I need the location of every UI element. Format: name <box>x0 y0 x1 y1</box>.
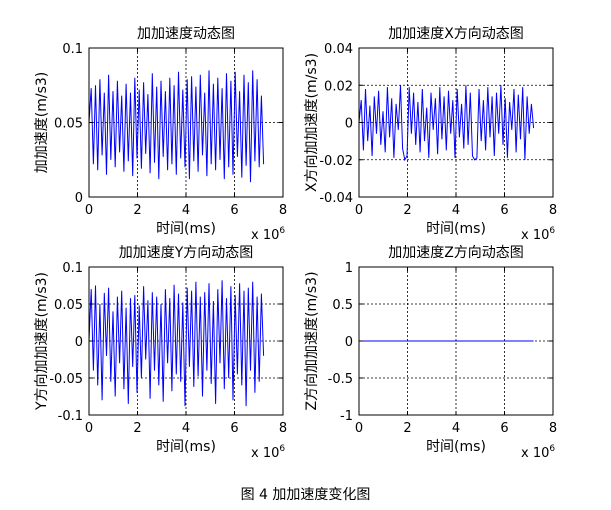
x-tick-label: 4 <box>182 203 190 218</box>
series-line-1 <box>88 280 265 407</box>
y-tick-label: 0 <box>75 335 83 350</box>
x-tick-label: 6 <box>500 421 508 436</box>
y-tick-label: 0 <box>345 117 353 132</box>
y-tick-label: -0.1 <box>58 409 83 424</box>
x-tick-label: 0 <box>355 203 363 218</box>
x-tick-label: 8 <box>549 421 557 436</box>
y-tick-label: -0.04 <box>319 191 353 206</box>
x-tick-label: 4 <box>452 203 460 218</box>
x-multiplier-label: x 106 <box>251 444 285 461</box>
x-axis-label: 时间(ms) <box>156 439 216 455</box>
series-line-1 <box>88 70 265 183</box>
x-tick-label: 0 <box>355 421 363 436</box>
x-tick-label: 6 <box>230 203 238 218</box>
x-multiplier-label: x 106 <box>521 226 555 243</box>
y-tick-label: 0.1 <box>62 42 83 57</box>
x-tick-label: 4 <box>182 421 190 436</box>
subplot-title: 加加速度X方向动态图 <box>388 26 524 42</box>
series-line-1 <box>358 85 535 162</box>
y-axis-label: Y方向加加速度(m/s3) <box>34 272 50 411</box>
y-tick-label: -0.5 <box>328 372 353 387</box>
y-tick-label: 0.02 <box>324 79 353 94</box>
x-tick-label: 2 <box>133 421 141 436</box>
x-tick-label: 8 <box>279 203 287 218</box>
y-tick-label: 0.1 <box>62 261 83 276</box>
y-tick-label: 0.04 <box>324 42 353 57</box>
y-tick-label: -0.02 <box>319 154 353 169</box>
y-tick-label: 0.05 <box>54 117 83 132</box>
x-tick-label: 6 <box>230 421 238 436</box>
subplot-title: 加加速度Y方向动态图 <box>119 245 254 261</box>
x-axis-label: 时间(ms) <box>426 439 486 455</box>
x-axis-label: 时间(ms) <box>426 221 486 237</box>
x-tick-label: 2 <box>403 421 411 436</box>
x-tick-label: 0 <box>85 421 93 436</box>
y-axis-label: 加加速度(m/s3) <box>34 72 50 173</box>
x-multiplier-label: x 106 <box>521 444 555 461</box>
subplot-title: 加加速度动态图 <box>137 26 235 42</box>
figure-caption: 图 4 加加速度变化图 <box>240 487 371 503</box>
y-tick-label: 0 <box>345 335 353 350</box>
y-tick-label: -0.05 <box>49 372 83 387</box>
y-tick-label: 1 <box>345 261 353 276</box>
x-tick-label: 8 <box>279 421 287 436</box>
y-tick-label: 0 <box>75 191 83 206</box>
x-tick-label: 6 <box>500 203 508 218</box>
y-tick-label: 0.5 <box>332 298 353 313</box>
x-tick-label: 4 <box>452 421 460 436</box>
x-axis-label: 时间(ms) <box>156 221 216 237</box>
x-tick-label: 0 <box>85 203 93 218</box>
y-axis-label: X方向加加速度(m/s3) <box>304 53 320 192</box>
y-axis-label: Z方向加加速度(m/s3) <box>304 271 320 410</box>
x-tick-label: 8 <box>549 203 557 218</box>
x-multiplier-label: x 106 <box>251 226 285 243</box>
x-tick-label: 2 <box>133 203 141 218</box>
y-tick-label: -1 <box>340 409 353 424</box>
x-tick-label: 2 <box>403 203 411 218</box>
subplot-2: 0 2 4 6 8 -0.04 -0.02 0 0.02 0.04 加加速度X方向动态图时间(ms)… <box>304 26 557 243</box>
subplot-title: 加加速度Z方向动态图 <box>388 245 524 261</box>
y-tick-label: 0.05 <box>54 298 83 313</box>
